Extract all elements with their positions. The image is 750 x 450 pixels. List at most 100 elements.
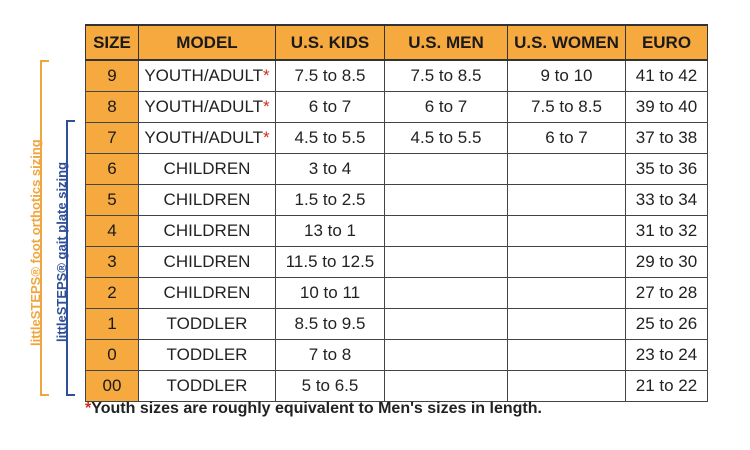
model-cell: YOUTH/ADULT* — [138, 59, 276, 92]
column-header-us-women: U.S. WOMEN — [507, 24, 626, 61]
model-label: YOUTH/ADULT — [144, 128, 264, 147]
model-cell: CHILDREN — [138, 184, 276, 216]
gait-plate-sizing-bracket — [66, 120, 75, 396]
model-cell: CHILDREN — [138, 277, 276, 309]
size-chart-table: SIZE MODEL U.S. KIDS U.S. MEN U.S. WOMEN… — [85, 24, 708, 402]
table-row: 0 TODDLER 7 to 8 23 to 24 — [85, 339, 708, 371]
size-cell: 1 — [85, 308, 139, 340]
column-header-size: SIZE — [85, 24, 139, 61]
size-cell: 00 — [85, 370, 139, 402]
model-label: CHILDREN — [163, 252, 251, 271]
model-label: CHILDREN — [163, 190, 251, 209]
model-cell: CHILDREN — [138, 246, 276, 278]
us-women-cell — [507, 339, 626, 371]
size-cell: 4 — [85, 215, 139, 247]
us-kids-cell: 6 to 7 — [275, 91, 385, 123]
us-women-cell — [507, 246, 626, 278]
gait-plate-sizing-label: littleSTEPS® gait plate sizing — [54, 161, 69, 342]
model-cell: CHILDREN — [138, 153, 276, 185]
youth-asterisk: * — [263, 66, 270, 85]
column-header-us-men: U.S. MEN — [384, 24, 508, 61]
youth-asterisk: * — [263, 128, 270, 147]
size-cell: 0 — [85, 339, 139, 371]
us-women-cell: 6 to 7 — [507, 122, 626, 154]
euro-cell: 35 to 36 — [625, 153, 708, 185]
us-men-cell — [384, 153, 508, 185]
table-row: 6 CHILDREN 3 to 4 35 to 36 — [85, 153, 708, 185]
us-kids-cell: 4.5 to 5.5 — [275, 122, 385, 154]
us-men-cell: 7.5 to 8.5 — [384, 59, 508, 92]
size-cell: 5 — [85, 184, 139, 216]
us-kids-cell: 11.5 to 12.5 — [275, 246, 385, 278]
table-row: 2 CHILDREN 10 to 11 27 to 28 — [85, 277, 708, 309]
euro-cell: 25 to 26 — [625, 308, 708, 340]
us-women-cell — [507, 277, 626, 309]
us-kids-cell: 13 to 1 — [275, 215, 385, 247]
us-women-cell — [507, 308, 626, 340]
table-row: 5 CHILDREN 1.5 to 2.5 33 to 34 — [85, 184, 708, 216]
euro-cell: 29 to 30 — [625, 246, 708, 278]
us-women-cell — [507, 184, 626, 216]
us-men-cell — [384, 246, 508, 278]
us-men-cell — [384, 370, 508, 402]
model-cell: YOUTH/ADULT* — [138, 91, 276, 123]
us-women-cell — [507, 153, 626, 185]
size-cell: 9 — [85, 59, 139, 92]
us-men-cell: 6 to 7 — [384, 91, 508, 123]
footnote-text: Youth sizes are roughly equivalent to Me… — [91, 400, 542, 417]
model-cell: TODDLER — [138, 370, 276, 402]
us-kids-cell: 10 to 11 — [275, 277, 385, 309]
us-men-cell — [384, 277, 508, 309]
model-cell: TODDLER — [138, 308, 276, 340]
model-label: YOUTH/ADULT — [144, 97, 264, 116]
column-header-euro: EURO — [625, 24, 708, 61]
orthotics-sizing-bracket — [40, 60, 49, 396]
euro-cell: 37 to 38 — [625, 122, 708, 154]
euro-cell: 23 to 24 — [625, 339, 708, 371]
model-cell: YOUTH/ADULT* — [138, 122, 276, 154]
orthotics-sizing-label: littleSTEPS® foot orthotics sizing — [28, 139, 43, 346]
us-women-cell: 7.5 to 8.5 — [507, 91, 626, 123]
us-kids-cell: 8.5 to 9.5 — [275, 308, 385, 340]
us-kids-cell: 3 to 4 — [275, 153, 385, 185]
us-kids-cell: 1.5 to 2.5 — [275, 184, 385, 216]
us-kids-cell: 7 to 8 — [275, 339, 385, 371]
model-cell: TODDLER — [138, 339, 276, 371]
size-cell: 6 — [85, 153, 139, 185]
us-men-cell: 4.5 to 5.5 — [384, 122, 508, 154]
column-header-model: MODEL — [138, 24, 276, 61]
euro-cell: 31 to 32 — [625, 215, 708, 247]
table-row: 4 CHILDREN 13 to 1 31 to 32 — [85, 215, 708, 247]
model-label: CHILDREN — [163, 159, 251, 178]
model-cell: CHILDREN — [138, 215, 276, 247]
model-label: CHILDREN — [163, 283, 251, 302]
us-men-cell — [384, 308, 508, 340]
footnote-asterisk: * — [85, 400, 92, 417]
euro-cell: 33 to 34 — [625, 184, 708, 216]
footnote: *Youth sizes are roughly equivalent to M… — [85, 400, 542, 418]
model-label: YOUTH/ADULT — [144, 66, 264, 85]
us-women-cell: 9 to 10 — [507, 59, 626, 92]
header-row: SIZE MODEL U.S. KIDS U.S. MEN U.S. WOMEN… — [85, 24, 708, 61]
size-cell: 3 — [85, 246, 139, 278]
us-men-cell — [384, 184, 508, 216]
column-header-us-kids: U.S. KIDS — [275, 24, 385, 61]
size-cell: 8 — [85, 91, 139, 123]
table-row: 9 YOUTH/ADULT* 7.5 to 8.5 7.5 to 8.5 9 to 10… — [85, 59, 708, 92]
model-label: TODDLER — [166, 376, 248, 395]
size-cell: 2 — [85, 277, 139, 309]
us-women-cell — [507, 370, 626, 402]
euro-cell: 39 to 40 — [625, 91, 708, 123]
us-men-cell — [384, 215, 508, 247]
model-label: TODDLER — [166, 345, 248, 364]
us-women-cell — [507, 215, 626, 247]
euro-cell: 27 to 28 — [625, 277, 708, 309]
model-label: CHILDREN — [163, 221, 251, 240]
size-cell: 7 — [85, 122, 139, 154]
euro-cell: 21 to 22 — [625, 370, 708, 402]
model-label: TODDLER — [166, 314, 248, 333]
us-kids-cell: 5 to 6.5 — [275, 370, 385, 402]
us-kids-cell: 7.5 to 8.5 — [275, 59, 385, 92]
